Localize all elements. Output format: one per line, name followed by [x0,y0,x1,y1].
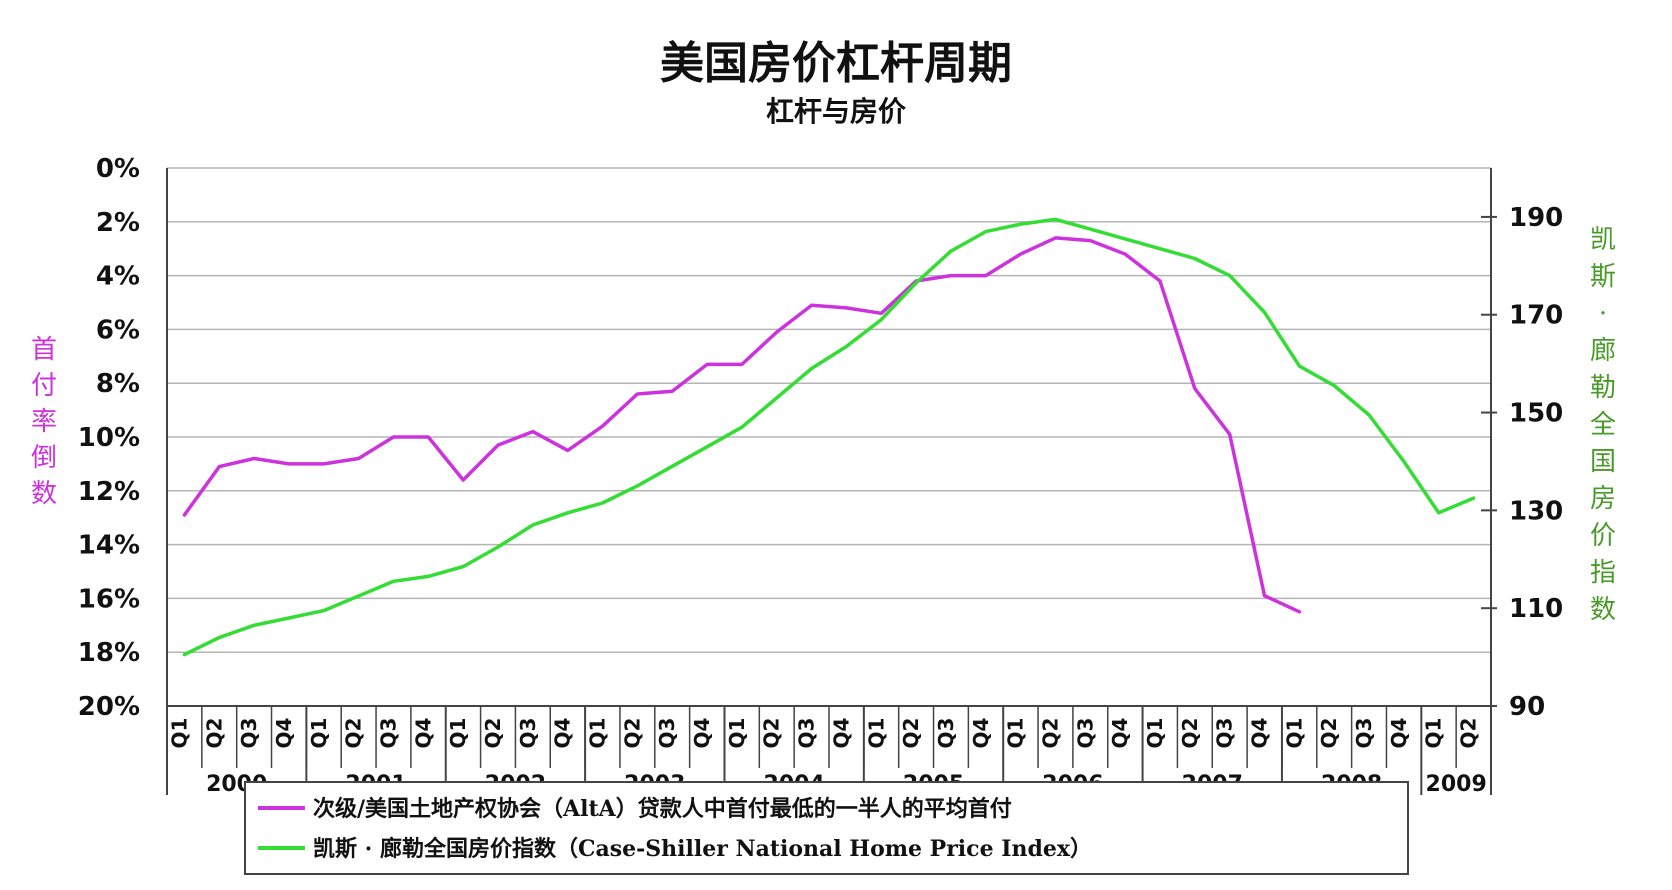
right-tick-label: 190 [1509,203,1563,233]
legend: 次级/美国土地产权协会（AltA）贷款人中首付最低的一半人的平均首付 凯斯 · … [244,781,1409,875]
quarter-label: Q2 [1178,718,1202,749]
left-tick-label: 18% [78,638,140,668]
quarter-label: Q1 [446,718,470,749]
right-axis-ticks: 190 170 150 130 110 90 [1481,203,1563,722]
left-tick-label: 16% [78,584,140,614]
quarter-label: Q4 [690,718,714,749]
quarter-label: Q2 [342,718,366,749]
quarter-label: Q1 [864,718,888,749]
quarter-label: Q1 [725,718,749,749]
right-tick-label: 150 [1509,399,1563,429]
left-tick-label: 12% [78,477,140,507]
right-tick-label: 110 [1509,594,1563,624]
chart-subtitle: 杠杆与房价 [766,95,907,128]
quarter-label: Q3 [376,718,400,749]
quarter-label: Q2 [1457,718,1481,749]
quarter-label: Q1 [1143,718,1167,749]
quarter-label: Q4 [1108,718,1132,749]
gridlines [167,167,1491,653]
quarter-label: Q2 [481,718,505,749]
quarter-label: Q2 [899,718,923,749]
quarter-label: Q4 [1387,718,1411,749]
quarter-label: Q4 [551,718,575,749]
left-axis-ticks: 0% 2% 4% 6% 8% 10% 12% 14% 16% 18% 20% [78,154,140,722]
quarter-label: Q1 [1282,718,1306,749]
quarter-label: Q4 [829,718,853,749]
quarter-label: Q1 [307,718,331,749]
quarter-label: Q2 [760,718,784,749]
quarter-label: Q2 [202,718,226,749]
quarter-label: Q3 [795,718,819,749]
left-tick-label: 0% [96,154,140,184]
quarter-label: Q1 [586,718,610,749]
legend-box [244,781,1409,875]
left-tick-label: 2% [96,208,140,238]
quarter-label: Q2 [1317,718,1341,749]
quarter-label: Q3 [237,718,261,749]
quarter-label: Q3 [516,718,540,749]
right-tick-label: 170 [1509,301,1563,331]
quarter-label: Q3 [1073,718,1097,749]
left-tick-label: 14% [78,531,140,561]
chart-title: 美国房价杠杆周期 [660,38,1012,89]
right-axis-title: 凯斯·廊勒全国房价指数 [1590,225,1616,625]
year-label: 2009 [1426,772,1487,797]
quarter-label: Q4 [1248,718,1272,749]
left-tick-label: 10% [78,423,140,453]
left-tick-label: 6% [96,315,140,345]
quarter-label: Q1 [167,718,191,749]
x-axis-quarter-labels: Q1 Q2 Q3 Q4 Q1 Q2 Q3 Q4 Q1 Q2 Q3 Q4 Q1 Q2 Q3 Q4 Q1 Q2 Q3 Q4… [166,706,1481,768]
right-tick-label: 130 [1509,496,1563,526]
quarter-label: Q2 [620,718,644,749]
quarter-label: Q3 [1213,718,1237,749]
legend-label-alta: 次级/美国土地产权协会（AltA）贷款人中首付最低的一半人的平均首付 [313,796,1012,822]
legend-label-case-shiller: 凯斯 · 廊勒全国房价指数（Case-Shiller National Home… [313,836,1092,862]
left-tick-label: 8% [96,369,140,399]
quarter-label: Q3 [655,718,679,749]
right-tick-label: 90 [1509,692,1545,722]
series-line-alta [182,236,1302,614]
quarter-label: Q4 [272,718,296,749]
quarter-label: Q4 [411,718,435,749]
quarter-label: Q1 [1004,718,1028,749]
left-axis-title: 首付率倒数 [31,335,57,509]
left-tick-label: 4% [96,262,140,292]
left-tick-label: 20% [78,692,140,722]
quarter-label: Q2 [1038,718,1062,749]
series-lines [182,217,1476,657]
left-axis-label: 首付率倒数 [31,335,57,509]
quarter-label: Q4 [969,718,993,749]
quarter-label: Q3 [934,718,958,749]
series-line-case-shiller [182,217,1476,657]
right-axis-label: 凯斯·廊勒全国房价指数 [1590,225,1616,625]
quarter-label: Q1 [1422,718,1446,749]
quarter-label: Q3 [1352,718,1376,749]
